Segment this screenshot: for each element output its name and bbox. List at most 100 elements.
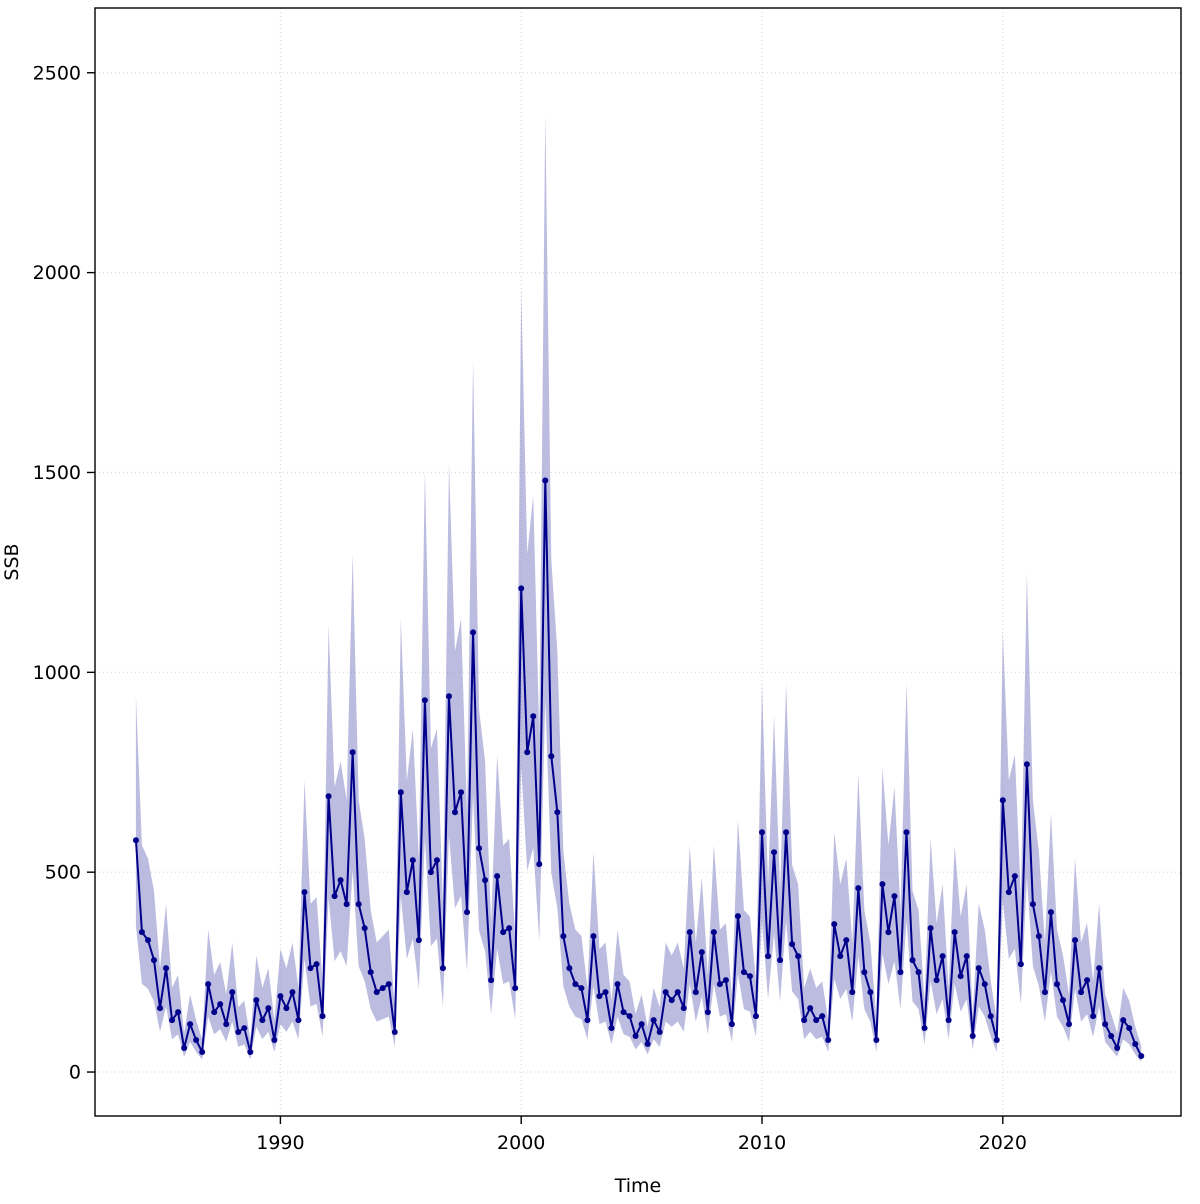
data-point (915, 969, 922, 976)
data-point (1029, 901, 1036, 908)
data-point (175, 1009, 182, 1016)
plot-frame (94, 7, 1182, 1117)
data-point (415, 937, 422, 944)
data-point (289, 989, 296, 996)
data-point (144, 937, 151, 944)
data-point (512, 985, 519, 992)
data-point (283, 1005, 290, 1012)
data-point (740, 969, 747, 976)
data-point (578, 985, 585, 992)
data-point (686, 929, 693, 936)
data-point (223, 1021, 230, 1028)
data-point (409, 857, 416, 864)
data-point (433, 857, 440, 864)
data-point (614, 981, 621, 988)
plot-area: 0 500 1000 1500 2000 2500 1990 2000 2010 2020 (33, 7, 1182, 1154)
data-point (939, 953, 946, 960)
data-point (277, 993, 284, 1000)
data-point (313, 961, 320, 968)
data-point (548, 753, 555, 760)
data-point (1053, 981, 1060, 988)
data-point (807, 1005, 814, 1012)
data-point (253, 997, 260, 1004)
data-point (132, 837, 139, 844)
data-point (397, 789, 404, 796)
data-point (819, 1013, 826, 1020)
data-point (259, 1017, 266, 1024)
data-point (704, 1009, 711, 1016)
data-point (897, 969, 904, 976)
data-point (831, 921, 838, 928)
data-point (644, 1041, 651, 1048)
data-point (957, 973, 964, 980)
data-point (656, 1029, 663, 1036)
data-point (464, 909, 471, 916)
data-point (542, 477, 549, 484)
data-point (355, 901, 362, 908)
data-point (458, 789, 465, 796)
data-point (933, 977, 940, 984)
data-point (1066, 1021, 1073, 1028)
data-point (211, 1009, 218, 1016)
data-point (969, 1033, 976, 1040)
data-point (319, 1013, 326, 1020)
data-point (993, 1037, 1000, 1044)
data-point (403, 889, 410, 896)
data-point (451, 809, 458, 816)
data-point (987, 1013, 994, 1020)
data-point (945, 1017, 952, 1024)
data-point (1023, 761, 1030, 768)
data-point (759, 829, 766, 836)
data-point (981, 981, 988, 988)
data-point (235, 1029, 242, 1036)
data-point (716, 981, 723, 988)
data-point (927, 925, 934, 932)
data-point (439, 965, 446, 972)
y-tick-label: 2500 (33, 62, 81, 84)
data-point (710, 929, 717, 936)
data-point (1084, 977, 1091, 984)
data-point (795, 953, 802, 960)
data-point (271, 1037, 278, 1044)
data-point (777, 957, 784, 964)
data-point (536, 861, 543, 868)
data-point (169, 1017, 176, 1024)
data-point (650, 1017, 657, 1024)
data-point (590, 933, 597, 940)
data-point (963, 953, 970, 960)
y-tick-label: 1500 (33, 462, 81, 484)
data-point (241, 1025, 248, 1032)
data-point (482, 877, 489, 884)
data-point (476, 845, 483, 852)
data-point (1114, 1045, 1121, 1052)
x-axis-title: Time (614, 1175, 662, 1197)
data-point (885, 929, 892, 936)
data-point (325, 793, 332, 800)
data-point (855, 885, 862, 892)
data-point (488, 977, 495, 984)
data-point (265, 1005, 272, 1012)
data-point (138, 929, 145, 936)
y-tick-label: 2000 (33, 262, 81, 284)
data-point (530, 713, 537, 720)
x-tick-label: 1990 (256, 1132, 304, 1154)
data-point (825, 1037, 832, 1044)
data-point (783, 829, 790, 836)
data-point (187, 1021, 194, 1028)
data-point (837, 953, 844, 960)
data-point (205, 981, 212, 988)
data-point (891, 893, 898, 900)
data-point (295, 1017, 302, 1024)
data-point (217, 1001, 224, 1008)
data-point (674, 989, 681, 996)
data-point (813, 1017, 820, 1024)
data-point (331, 893, 338, 900)
data-point (698, 949, 705, 956)
data-point (337, 877, 344, 884)
x-tick-label: 2020 (979, 1132, 1027, 1154)
data-point (1017, 961, 1024, 968)
data-point (1132, 1041, 1139, 1048)
data-point (349, 749, 356, 756)
data-point (445, 693, 452, 700)
